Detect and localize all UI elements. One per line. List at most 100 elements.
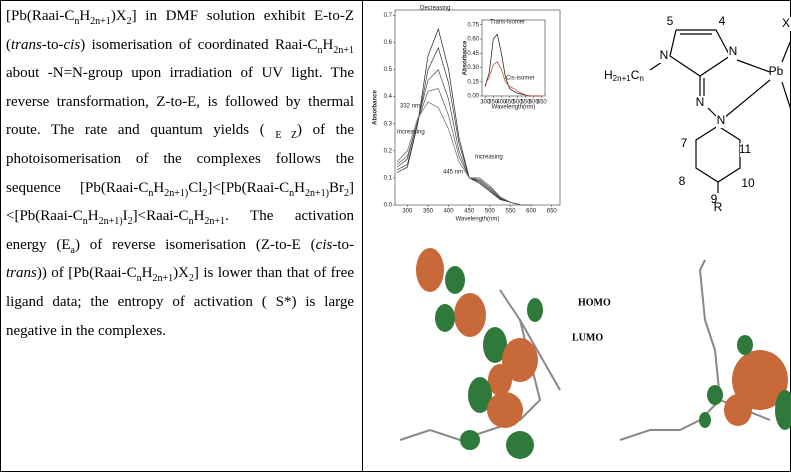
x-tick-label: 300 <box>480 100 491 106</box>
y-tick-label: 0.15 <box>467 79 479 85</box>
spectrum-line <box>396 101 532 206</box>
x-tick-label: 350 <box>423 209 434 215</box>
text-run: ]<[Pb(Raai-C <box>6 179 354 225</box>
label-bg <box>716 114 726 128</box>
chain-part: H <box>604 68 613 82</box>
annotation: 445 nm <box>443 170 463 176</box>
text-run: I <box>122 208 128 225</box>
text-run: 2n+1) <box>164 187 189 199</box>
text-run: H <box>141 265 153 282</box>
annotation: Increasing <box>475 155 503 161</box>
x-tick-label: 350 <box>488 100 499 106</box>
orbital-label: LUMO <box>572 332 603 343</box>
chain-part: C <box>631 68 640 82</box>
text-run: H <box>193 208 205 225</box>
y-tick-label: 0.5 <box>384 67 393 73</box>
label-bg <box>695 96 705 110</box>
text-run: -to- <box>332 236 354 253</box>
x-tick-label: 600 <box>529 100 540 106</box>
x-tick-label: 550 <box>505 209 516 215</box>
text-run: 2n+1 <box>333 44 354 56</box>
text-run: )X <box>110 8 127 24</box>
atom-label: N <box>717 113 726 127</box>
text-run: H <box>294 179 306 196</box>
text-run: 2n+1 <box>204 216 226 228</box>
x-tick-label: 500 <box>485 209 496 215</box>
y-axis-label: Absorbance <box>463 40 469 75</box>
label-bg <box>709 193 719 207</box>
y-tick-label: 0.30 <box>467 65 479 71</box>
x-tick-label: 600 <box>526 209 537 215</box>
orbital-label: HOMO <box>578 297 611 308</box>
text-run: n <box>136 273 142 285</box>
text-run: 2 <box>126 16 132 27</box>
label-bg <box>659 49 669 63</box>
atom-label: N <box>660 48 669 62</box>
atom-label: N <box>729 44 738 58</box>
text-run: ) isomerisation of coordinated Raai-C <box>80 36 318 53</box>
text-run: cis <box>63 36 81 53</box>
x-tick-label: 450 <box>464 209 475 215</box>
text-run: a <box>70 244 75 256</box>
text-run: 2n+1 <box>90 16 111 27</box>
x-tick-label: 300 <box>402 209 413 215</box>
label-bg <box>743 177 753 191</box>
y-tick-label: 0.6 <box>384 40 393 46</box>
text-run: 2n+1 <box>152 273 174 285</box>
label-bg <box>781 17 791 31</box>
text-run: 2 <box>202 187 208 199</box>
text-run: n <box>317 44 323 56</box>
label-bg <box>771 65 781 79</box>
text-run: n <box>148 187 154 199</box>
y-tick-label: 0.00 <box>467 94 479 100</box>
text-run: E Z <box>275 130 297 142</box>
x-tick-label: 500 <box>513 100 524 106</box>
text-run: 2n+1) <box>98 216 123 228</box>
chain-part: n <box>639 74 643 83</box>
x-tick-label: 650 <box>547 209 558 215</box>
text-run: trans <box>11 36 42 53</box>
text-run: [Pb(Raai-C <box>6 8 75 24</box>
annotation: 332 nm <box>400 104 420 110</box>
orbital-right <box>619 259 791 441</box>
atom-label: 10 <box>741 176 755 190</box>
y-tick-label: 0.1 <box>384 175 393 181</box>
label-bg <box>717 15 727 29</box>
x-tick-label: 400 <box>444 209 455 215</box>
atom-label: N <box>696 95 705 109</box>
y-tick-label: 0.75 <box>467 22 479 28</box>
y-tick-label: 0.7 <box>384 13 393 19</box>
text-run: H <box>153 179 165 196</box>
text-run: Cl <box>188 179 203 196</box>
structure-bonds <box>649 29 791 196</box>
atom-label: Pb <box>769 64 784 78</box>
label-bg <box>665 15 675 29</box>
spectrum-line <box>484 61 542 97</box>
x-tick-label: 650 <box>537 100 548 106</box>
text-run: 2 <box>188 273 194 285</box>
text-run: ]<Raai-C <box>132 208 189 225</box>
atom-label: 11 <box>739 142 752 156</box>
atom-label: 7 <box>681 136 688 150</box>
text-run: n <box>74 16 80 27</box>
annotation: Increasing <box>397 130 425 136</box>
text-run: about -N=N-group upon irradiation of UV … <box>6 65 354 139</box>
atom-label: R <box>714 200 723 214</box>
y-tick-label: 0.45 <box>467 51 479 57</box>
text-run: ] is lower than that of free ligand data… <box>6 265 354 339</box>
y-tick-label: 0.0 <box>384 203 393 209</box>
label-bg <box>713 201 723 215</box>
atom-label: 4 <box>719 14 726 28</box>
x-tick-label: 550 <box>521 100 532 106</box>
text-run: trans <box>6 265 37 282</box>
text-run: )X <box>173 265 189 282</box>
chain-label: H2n+1Cn <box>604 68 644 83</box>
text-run: H <box>322 36 334 53</box>
text-run: . The activation energy (E <box>6 208 354 253</box>
text-run: ) of the photoisomerisation of the compl… <box>6 122 355 196</box>
text-run: 2 <box>344 187 349 199</box>
text-run: -to- <box>41 36 64 53</box>
spectrum-chart: 300 350 400 450 500 550 600 6500.00.10.20.30.40… <box>373 6 561 223</box>
atom-label: X <box>782 16 790 30</box>
